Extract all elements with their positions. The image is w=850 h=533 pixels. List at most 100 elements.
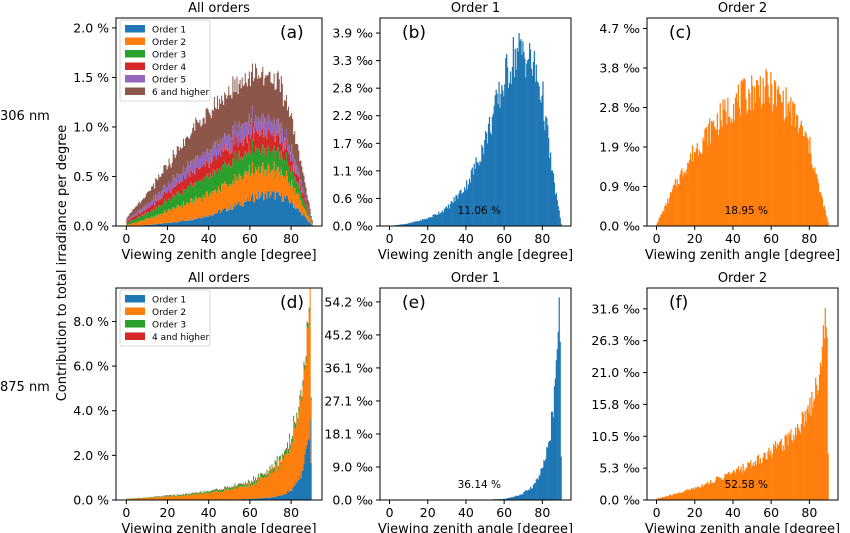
bar (769, 454, 771, 500)
bar (524, 491, 526, 500)
bar (749, 462, 751, 500)
bar (498, 81, 500, 226)
y-tick-label: 2.8 ‰ (599, 100, 640, 115)
bar (436, 214, 438, 226)
bar (668, 494, 671, 500)
bar (491, 116, 493, 226)
bar (460, 189, 462, 226)
x-tick-label: 40 (725, 505, 741, 520)
y-tick-label: 6.0 % (73, 359, 109, 374)
bar (782, 90, 784, 226)
bar (735, 93, 738, 226)
bar (711, 482, 714, 500)
bar (553, 386, 556, 500)
y-tick-label: 2.0 % (73, 448, 109, 463)
x-tick-label: 20 (160, 231, 176, 246)
x-tick-label: 60 (496, 231, 512, 246)
bar (555, 360, 557, 500)
series-area-order-2 (126, 161, 313, 226)
y-tick-label: 0.0 ‰ (332, 493, 373, 508)
bar (760, 107, 762, 226)
bar (513, 496, 515, 500)
bar (709, 483, 711, 500)
bar (407, 223, 409, 226)
bar (556, 349, 558, 500)
bar (760, 463, 762, 500)
bar (710, 483, 713, 500)
bar (823, 338, 825, 500)
bar (516, 495, 518, 500)
bar (675, 493, 677, 500)
bar (721, 127, 723, 226)
bar (802, 136, 804, 226)
bar (550, 170, 553, 226)
bar (679, 493, 681, 500)
bar (675, 186, 677, 226)
bar (679, 174, 681, 226)
bar (753, 110, 755, 226)
panel-title-b: Order 1 (451, 1, 500, 16)
bar (412, 222, 414, 226)
bar (770, 450, 772, 500)
bar (782, 445, 784, 500)
bar (711, 122, 714, 226)
histogram-bars-b (389, 33, 562, 226)
x-tick-label: 60 (763, 505, 779, 520)
bar (785, 87, 787, 226)
bar (692, 161, 695, 226)
legend-entry: Order 3 (152, 321, 186, 331)
bar (531, 488, 534, 500)
bar (742, 463, 744, 500)
bar (517, 495, 519, 500)
bar (759, 76, 761, 226)
bar (545, 116, 547, 226)
bar (686, 169, 688, 226)
bar (792, 441, 794, 500)
histogram-bars-e (401, 297, 562, 500)
bar (805, 133, 807, 226)
row-label-875: 875 nm (0, 380, 50, 395)
legend-swatch (125, 37, 145, 45)
bar (696, 143, 698, 226)
bar (724, 474, 726, 500)
bar (543, 460, 545, 500)
bar (663, 496, 665, 500)
histogram-bars-c (656, 68, 829, 226)
bar (486, 143, 489, 226)
bar (768, 447, 770, 500)
bar (417, 221, 419, 226)
bar (744, 79, 746, 226)
y-tick-label: 0.6 ‰ (332, 191, 373, 206)
bar (804, 131, 806, 226)
bar (665, 203, 667, 226)
y-tick-label: 2.2 ‰ (332, 108, 373, 123)
bar (429, 217, 431, 226)
bar (776, 89, 779, 226)
bar (552, 417, 555, 500)
x-tick-label: 80 (534, 231, 550, 246)
bar (778, 442, 781, 500)
y-tick-label: 0.0 % (73, 493, 109, 508)
bar (754, 460, 757, 500)
bar (676, 493, 678, 500)
bar (539, 99, 541, 226)
bar (766, 459, 768, 500)
bar (671, 189, 674, 226)
y-tick-label: 3.3 ‰ (332, 53, 373, 68)
bar (467, 184, 470, 226)
bar (426, 219, 429, 226)
bar (548, 442, 550, 500)
bar (741, 473, 743, 500)
bar (793, 104, 795, 226)
bar (488, 117, 491, 226)
bar (528, 489, 530, 500)
x-tick-label: 20 (420, 505, 436, 520)
bar (668, 202, 670, 226)
bar (773, 443, 775, 500)
y-tick-label: 8.0 % (73, 314, 109, 329)
bar (761, 462, 763, 500)
bar (542, 81, 544, 226)
bar (691, 489, 694, 500)
bar (691, 145, 694, 226)
bar (516, 47, 518, 226)
